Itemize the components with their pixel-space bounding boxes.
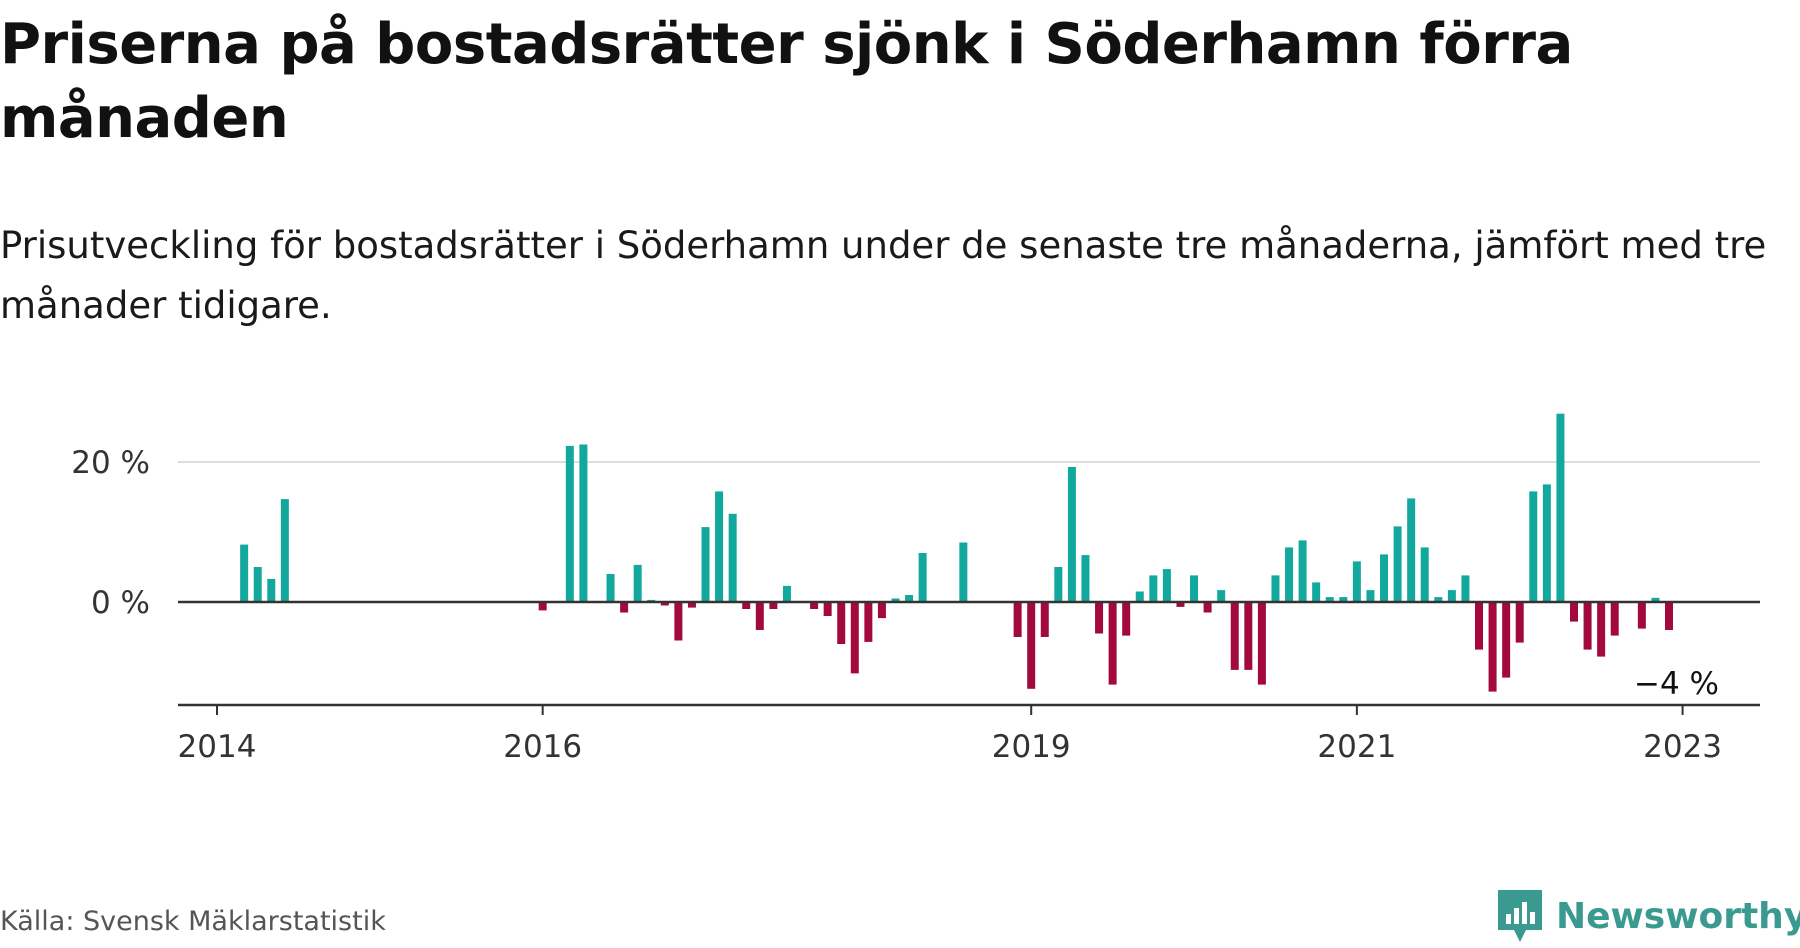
bar [1488, 602, 1497, 692]
bar [905, 595, 914, 602]
bar [253, 567, 262, 602]
bar [1461, 575, 1470, 602]
bar [959, 542, 968, 602]
bar [1366, 590, 1375, 602]
bar [850, 602, 859, 674]
y-tick-label: 0 % [91, 585, 150, 621]
bar [1162, 569, 1171, 602]
bar [1203, 602, 1212, 613]
bar [1475, 602, 1484, 650]
newsworthy-logo-icon [1498, 890, 1542, 942]
bar [1610, 602, 1619, 636]
bar [728, 513, 737, 602]
bar [1664, 602, 1673, 630]
bar [701, 527, 710, 602]
bar [1529, 491, 1538, 602]
bar [1108, 602, 1117, 685]
x-tick-label: 2019 [992, 729, 1071, 765]
bar [1556, 413, 1565, 602]
bar [1325, 597, 1334, 602]
chart-title: Priserna på bostadsrätter sjönk i Söderh… [0, 12, 1573, 151]
bar [1149, 575, 1158, 602]
bar [1393, 526, 1402, 602]
bar [1027, 602, 1036, 689]
bar [1542, 484, 1551, 602]
bar [620, 602, 629, 613]
bar [1230, 602, 1239, 670]
bar [687, 602, 696, 608]
bars [240, 413, 1673, 692]
bar [1583, 602, 1592, 650]
newsworthy-wordmark: Newsworthy [1556, 895, 1800, 937]
chart-subtitle: Prisutveckling för bostadsrätter i Söder… [0, 224, 1767, 327]
bar [1013, 602, 1022, 637]
bar [606, 574, 615, 602]
bar [918, 553, 927, 602]
bar [1447, 590, 1456, 602]
bar [837, 602, 846, 644]
bar [1651, 597, 1660, 602]
bar [1502, 602, 1511, 678]
bar [565, 445, 574, 602]
bar [891, 598, 900, 602]
bar [1637, 602, 1646, 629]
bar [1352, 561, 1361, 602]
y-tick-label: 20 % [71, 445, 150, 481]
bar [1135, 591, 1144, 602]
bar [823, 602, 832, 616]
bar [280, 499, 289, 602]
bar [1054, 567, 1063, 602]
bar [1380, 554, 1389, 602]
bar [1271, 575, 1280, 602]
bar [538, 602, 547, 611]
x-tick-label: 2016 [503, 729, 582, 765]
bar [1420, 547, 1429, 602]
bar [1407, 498, 1416, 602]
bar [660, 602, 669, 606]
bar [240, 544, 249, 602]
bar [1285, 547, 1294, 602]
bar [1122, 602, 1131, 636]
tick-labels: 0 % 20 % 2014 2016 2019 2021 2023 −4 % [71, 445, 1722, 765]
bar [1095, 602, 1104, 634]
bar [1190, 575, 1199, 602]
x-tick-label: 2023 [1643, 729, 1722, 765]
bar [1570, 602, 1578, 622]
newsworthy-logo[interactable]: Newsworthy [1496, 888, 1800, 944]
last-value-label: −4 % [1634, 666, 1719, 702]
x-tick-label: 2021 [1317, 729, 1396, 765]
bar [810, 602, 819, 609]
bar [1244, 602, 1253, 670]
bar [715, 491, 724, 602]
bar [864, 602, 873, 642]
bar [1217, 590, 1226, 602]
bar [1040, 602, 1049, 637]
bar [1298, 540, 1307, 602]
bar [1434, 597, 1443, 602]
bar [1339, 597, 1348, 602]
bar [782, 585, 791, 602]
bar [1081, 555, 1090, 602]
bar [1257, 602, 1266, 685]
bar [674, 602, 683, 641]
bar [769, 602, 778, 609]
bar [1515, 602, 1524, 643]
bar [1597, 602, 1606, 657]
bar [1067, 466, 1076, 602]
source-note: Källa: Svensk Mäklarstatistik [0, 906, 386, 937]
axes [178, 600, 1760, 715]
bar [742, 602, 751, 609]
bar [633, 564, 642, 602]
x-tick-label: 2014 [178, 729, 257, 765]
bar-chart: 0 % 20 % 2014 2016 2019 2021 2023 −4 % [71, 413, 1760, 765]
bar [755, 602, 764, 630]
bar [267, 578, 276, 602]
bar [1312, 582, 1321, 602]
bar [877, 602, 886, 619]
bar [579, 444, 588, 602]
bar [1176, 602, 1185, 607]
